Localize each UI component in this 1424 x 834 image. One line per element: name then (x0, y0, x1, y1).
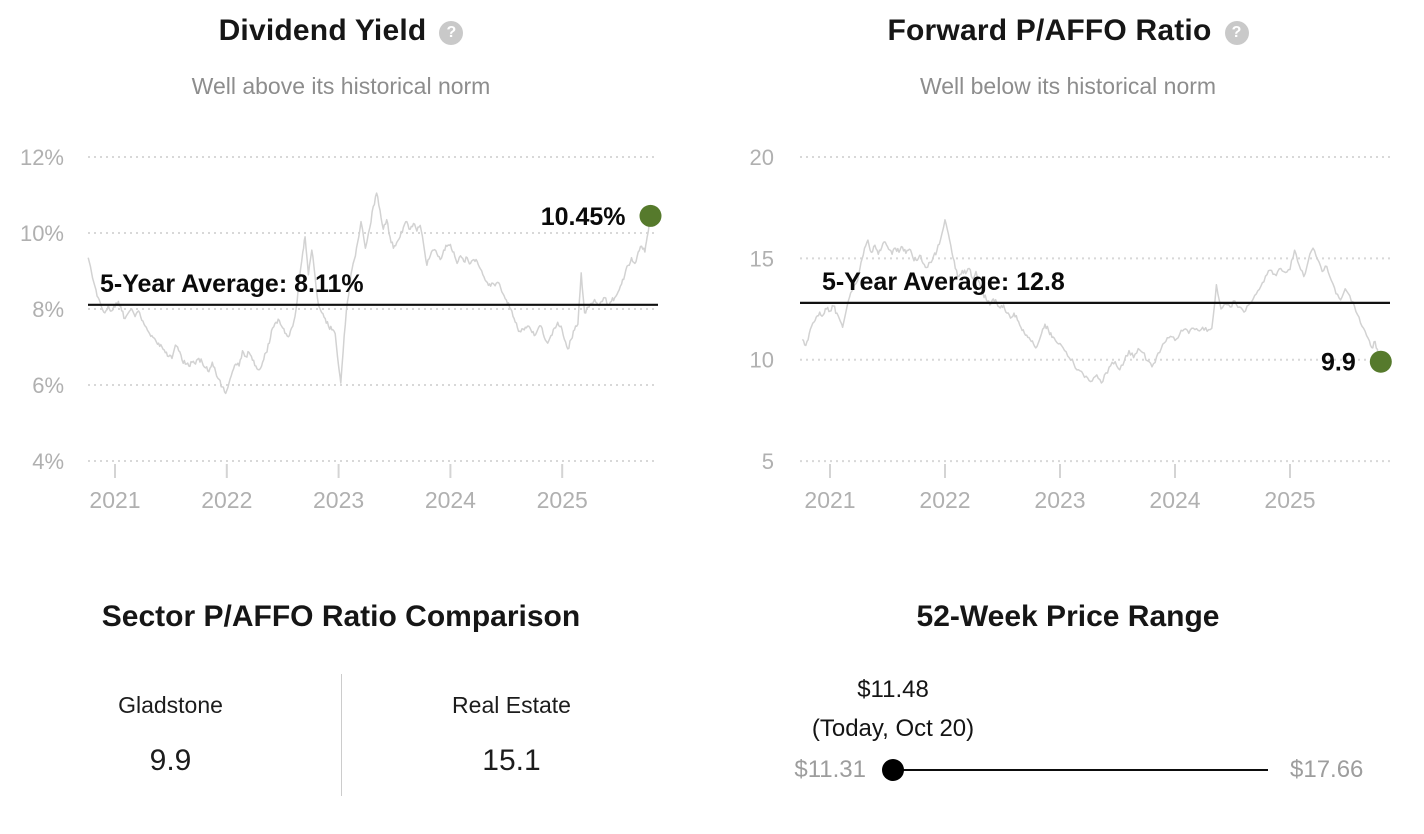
price-slider-handle (882, 759, 904, 781)
endpoint-marker (1369, 350, 1392, 373)
section-title: Sector P/AFFO Ratio Comparison (101, 600, 581, 633)
y-axis-label: 12% (20, 145, 64, 170)
x-axis-label: 2025 (537, 487, 588, 513)
comparison-label: Gladstone (118, 692, 223, 718)
chart-title: Forward P/AFFO Ratio (887, 14, 1212, 47)
x-axis-label: 2022 (919, 487, 970, 513)
paffo-ratio-panel: Forward P/AFFO Ratio ? Well below its hi… (712, 0, 1424, 560)
average-label: 5-Year Average: 8.11% (100, 270, 364, 298)
series-line (87, 192, 652, 395)
dividend-yield-panel: Dividend Yield ? Well above its historic… (0, 0, 712, 560)
chart-header: Dividend Yield ? (0, 14, 682, 48)
y-axis-label: 6% (32, 373, 64, 398)
x-axis-label: 2024 (1149, 487, 1200, 513)
x-axis-label: 2023 (1034, 487, 1085, 513)
price-range-panel: 52-Week Price Range $11.48 (Today, Oct 2… (712, 560, 1424, 834)
y-axis-label: 5 (762, 449, 774, 474)
y-axis-label: 15 (750, 246, 774, 271)
chart-subtitle: Well below its historical norm (919, 73, 1217, 99)
section-title: 52-Week Price Range (916, 600, 1220, 633)
y-axis-label: 10 (750, 348, 774, 373)
chart-title: Dividend Yield (218, 14, 427, 47)
x-axis-label: 2021 (804, 487, 855, 513)
price-low-label: $11.31 (794, 756, 866, 783)
y-axis-label: 4% (32, 449, 64, 474)
endpoint-label: 10.45% (541, 203, 626, 231)
paffo-ratio-chart: 20 15 10 5 2021 2022 2023 2024 2025 5-Year Averag… (750, 145, 1392, 513)
current-price-annotation: $11.48 (Today, Oct 20) (812, 670, 974, 748)
x-axis-label: 2022 (201, 487, 252, 513)
price-high-label: $17.66 (1290, 756, 1364, 783)
price-slider-track (893, 769, 1268, 771)
help-icon[interactable]: ? (439, 20, 464, 45)
current-price-label: $11.48 (857, 676, 929, 703)
comparison-label: Real Estate (452, 692, 571, 718)
x-axis-label: 2021 (89, 487, 140, 513)
chart-header: Forward P/AFFO Ratio ? (712, 14, 1424, 48)
help-icon[interactable]: ? (1224, 20, 1249, 45)
x-axis-label: 2023 (313, 487, 364, 513)
endpoint-marker (639, 204, 662, 227)
sector-comparison-panel: Sector P/AFFO Ratio Comparison Gladstone… (0, 560, 712, 834)
column-divider (341, 674, 342, 796)
average-label: 5-Year Average: 12.8 (822, 268, 1065, 296)
y-axis-label: 20 (750, 145, 774, 170)
dividend-yield-chart: 12% 10% 8% 6% 4% 2021 2022 2023 2024 2025 5-Year A… (20, 145, 662, 513)
y-axis-label: 8% (32, 297, 64, 322)
comparison-value: 15.1 (482, 744, 541, 777)
y-axis-label: 10% (20, 221, 64, 246)
x-axis-label: 2025 (1264, 487, 1315, 513)
chart-subtitle: Well above its historical norm (191, 73, 491, 99)
series-line (801, 219, 1382, 384)
comparison-value: 9.9 (149, 744, 192, 777)
endpoint-label: 9.9 (1321, 349, 1356, 377)
x-axis-label: 2024 (425, 487, 476, 513)
current-price-note: (Today, Oct 20) (811, 715, 975, 742)
